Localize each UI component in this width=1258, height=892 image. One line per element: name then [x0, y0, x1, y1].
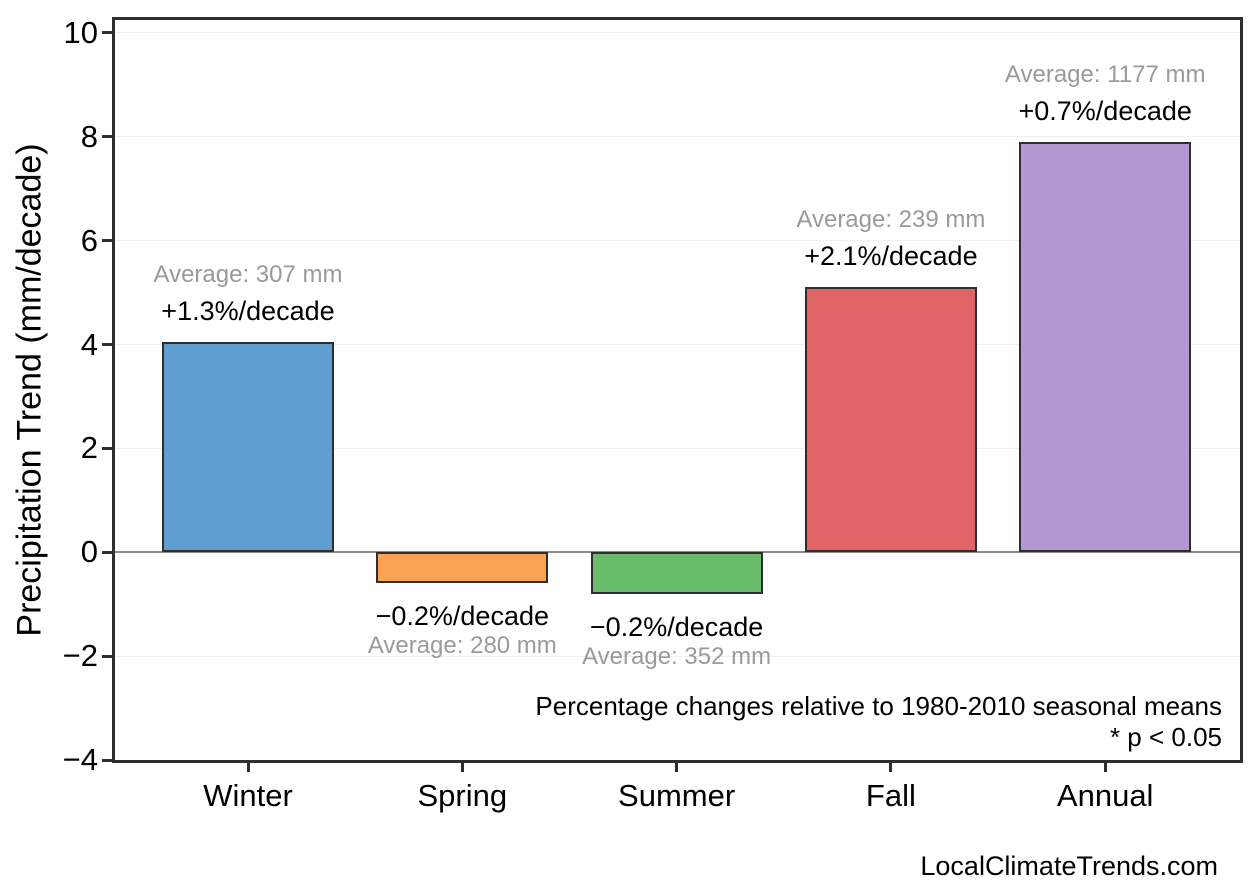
- gridline-y--2: [115, 655, 1240, 657]
- note-significance: * p < 0.05: [1109, 722, 1222, 752]
- x-tick-label-summer: Summer: [618, 778, 736, 813]
- x-tick-mark-annual: [1103, 763, 1107, 772]
- bar-label-pct-summer: −0.2%/decade: [589, 611, 764, 642]
- watermark: LocalClimateTrends.com: [920, 851, 1218, 881]
- y-tick-label--2: −2: [62, 638, 98, 674]
- x-tick-mark-spring: [460, 763, 464, 772]
- bar-label-avg-annual: Average: 1177 mm: [1004, 61, 1206, 89]
- bar-summer: [590, 552, 763, 594]
- x-tick-label-winter: Winter: [203, 778, 293, 813]
- y-tick-label--4: −4: [62, 742, 98, 777]
- y-tick-label-0: 0: [80, 534, 98, 570]
- y-tick-mark-10: [102, 31, 112, 35]
- y-tick-label-2: 2: [80, 430, 98, 466]
- bar-label-avg-spring: Average: 280 mm: [367, 632, 557, 660]
- gridline-y-8: [115, 136, 1240, 138]
- bar-label-avg-summer: Average: 352 mm: [582, 642, 772, 670]
- plot-area: +1.3%/decade Average: 307 mm −0.2%/decade A…: [112, 17, 1243, 763]
- y-tick-mark--4: [102, 758, 112, 762]
- y-tick-label-10: 10: [63, 14, 98, 50]
- y-tick-label-4: 4: [80, 326, 98, 362]
- x-tick-label-spring: Spring: [417, 778, 508, 813]
- gridline-y-4: [115, 344, 1240, 346]
- x-tick-label-fall: Fall: [865, 778, 916, 813]
- bar-annual: [1019, 142, 1192, 553]
- y-tick-mark-4: [102, 343, 112, 347]
- gridline-y-2: [115, 447, 1240, 449]
- bar-label-pct-fall: +2.1%/decade: [804, 241, 978, 272]
- x-tick-label-annual: Annual: [1056, 778, 1154, 813]
- bar-label-avg-winter: Average: 307 mm: [153, 260, 343, 288]
- bar-label-pct-annual: +0.7%/decade: [1018, 96, 1192, 127]
- bar-winter: [162, 341, 334, 553]
- y-tick-label-8: 8: [80, 118, 98, 154]
- x-tick-mark-winter: [246, 763, 250, 772]
- bar-spring: [376, 552, 549, 584]
- gridline-y-6: [115, 240, 1240, 242]
- note-percentage-changes: Percentage changes relative to 1980-2010…: [535, 691, 1222, 721]
- y-tick-mark-6: [102, 239, 112, 243]
- bar-label-pct-winter: +1.3%/decade: [161, 295, 335, 326]
- y-tick-mark-0: [102, 550, 112, 554]
- y-tick-mark-8: [102, 135, 112, 139]
- x-tick-mark-fall: [889, 763, 893, 772]
- y-tick-label-6: 6: [80, 222, 98, 258]
- bar-label-avg-fall: Average: 239 mm: [796, 206, 986, 234]
- gridline-y-10: [115, 32, 1240, 34]
- x-tick-mark-summer: [675, 763, 679, 772]
- bar-fall: [804, 287, 977, 553]
- y-tick-mark--2: [102, 654, 112, 658]
- y-tick-mark-2: [102, 446, 112, 450]
- bar-label-pct-spring: −0.2%/decade: [375, 601, 549, 632]
